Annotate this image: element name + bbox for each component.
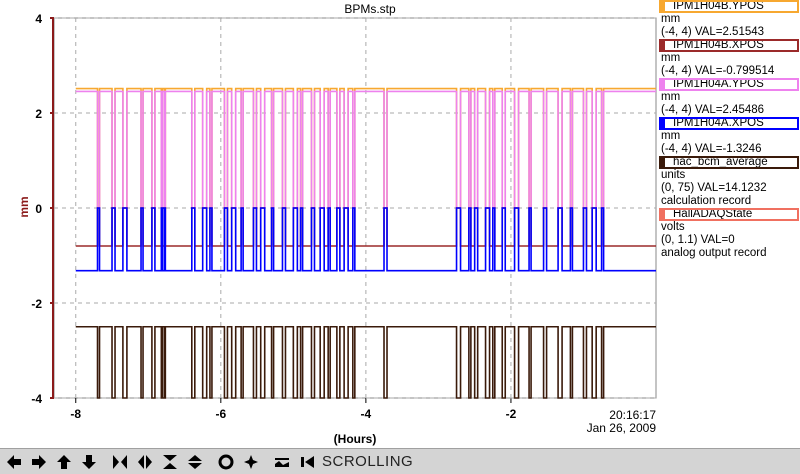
legend-series-name[interactable]: IPM1H04B.YPOS: [659, 0, 799, 13]
legend-entry[interactable]: hac_bcm_average units (0, 75) VAL=14.1232 c…: [659, 156, 800, 208]
legend-series-name[interactable]: HallADAQState: [659, 208, 799, 221]
strip-chart[interactable]: -8 -6 -4 -2 4 2 0 -2 -4: [0, 0, 660, 448]
legend-line2: (0, 75) VAL=14.1232: [661, 182, 767, 194]
y-tick-label: -2: [31, 297, 42, 311]
x-tick-label: -6: [215, 407, 226, 421]
legend-entry[interactable]: IPM1H04B.YPOS mm (-4, 4) VAL=2.51543: [659, 0, 800, 39]
play-button[interactable]: [296, 450, 318, 473]
current-date: Jan 26, 2009: [586, 421, 656, 435]
zoom-out-x-button[interactable]: [134, 450, 156, 473]
legend-entry[interactable]: IPM1H04B.XPOS mm (-4, 4) VAL=-0.799514: [659, 39, 800, 78]
legend-line1: units: [661, 169, 686, 181]
legend-entry[interactable]: IPM1H04A.YPOS mm (-4, 4) VAL=2.45486: [659, 78, 800, 117]
legend-series-name[interactable]: IPM1H04B.XPOS: [659, 39, 799, 52]
zoom-out-x-icon: [138, 454, 152, 469]
legend-line1: volts: [661, 221, 685, 233]
y-tick-label: -4: [31, 392, 42, 406]
zoom-in-x-icon: [113, 454, 127, 469]
y-tick-label: 0: [35, 202, 42, 216]
legend-line2: (-4, 4) VAL=-1.3246: [661, 143, 762, 155]
pan-down-button[interactable]: [78, 450, 100, 473]
zoom-out-icon: [244, 454, 258, 469]
zoom-in-x-button[interactable]: [109, 450, 131, 473]
legend-line2: (0, 1.1) VAL=0: [661, 234, 735, 246]
y-tick-label: 4: [35, 12, 42, 26]
pan-up-icon: [57, 454, 71, 469]
series-line: [75, 325, 656, 399]
y-axis-label: mm: [17, 196, 31, 218]
pan-up-button[interactable]: [53, 450, 75, 473]
legend-series-name[interactable]: IPM1H04A.XPOS: [659, 117, 799, 130]
zoom-in-icon: [218, 454, 234, 469]
toolbar: SCROLLING: [0, 448, 800, 474]
legend-line2: (-4, 4) VAL=2.51543: [661, 26, 765, 38]
pan-left-button[interactable]: [3, 450, 25, 473]
legend-line1: mm: [661, 13, 681, 25]
autoscale-icon: [275, 457, 289, 467]
pan-right-button[interactable]: [28, 450, 50, 473]
legend-line1: mm: [661, 91, 681, 103]
pan-left-icon: [7, 454, 21, 469]
zoom-out-button[interactable]: [240, 450, 262, 473]
autoscale-button[interactable]: [271, 450, 293, 473]
pan-down-icon: [82, 454, 96, 469]
current-time: 20:16:17: [609, 408, 656, 422]
zoom-in-button[interactable]: [215, 450, 237, 473]
legend-line2: (-4, 4) VAL=-0.799514: [661, 65, 775, 77]
pan-right-icon: [32, 454, 46, 469]
legend-line1: mm: [661, 52, 681, 64]
legend-entry[interactable]: IPM1H04A.XPOS mm (-4, 4) VAL=-1.3246: [659, 117, 800, 156]
legend-line3: calculation record: [661, 195, 752, 207]
legend-line2: (-4, 4) VAL=2.45486: [661, 104, 765, 116]
x-axis-label: (Hours): [333, 432, 377, 446]
zoom-out-y-icon: [188, 454, 202, 469]
legend-line3: analog output record: [661, 247, 767, 259]
x-tick-label: -2: [506, 407, 517, 421]
mode-label: SCROLLING: [322, 453, 414, 470]
zoom-in-y-button[interactable]: [159, 450, 181, 473]
zoom-out-y-button[interactable]: [184, 450, 206, 473]
series-line: [75, 207, 656, 272]
x-tick-label: -8: [70, 407, 81, 421]
play-icon: [301, 455, 314, 468]
legend-series-name[interactable]: hac_bcm_average: [659, 156, 799, 169]
y-tick-label: 2: [35, 107, 42, 121]
legend: IPM1H04B.YPOS mm (-4, 4) VAL=2.51543 IPM1H0…: [659, 0, 800, 260]
legend-line1: mm: [661, 130, 681, 142]
legend-entry[interactable]: HallADAQState volts (0, 1.1) VAL=0 analog o…: [659, 208, 800, 260]
zoom-in-y-icon: [163, 454, 177, 469]
legend-series-name[interactable]: IPM1H04A.YPOS: [659, 78, 799, 91]
x-tick-label: -4: [361, 407, 372, 421]
plot-title: BPMs.stp: [344, 2, 396, 16]
